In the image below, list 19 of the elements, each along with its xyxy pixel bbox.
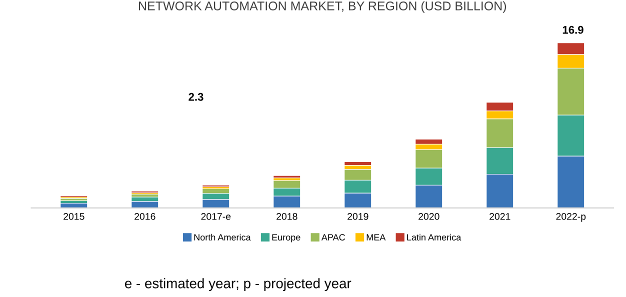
legend-label: MEA xyxy=(366,234,386,240)
text: e - estimated year; p - projected year xyxy=(125,278,352,292)
bar xyxy=(344,161,372,166)
x-tick-label: 2015 xyxy=(64,213,84,220)
legend-label: APAC xyxy=(321,234,345,241)
x-tick-label: 2021 xyxy=(490,213,510,220)
annotation: 2.3 xyxy=(188,92,204,101)
text: 16.9 xyxy=(562,26,584,34)
x-tick-label: 2018 xyxy=(276,213,298,220)
bar xyxy=(273,175,301,178)
x-tick-label: 2019 xyxy=(348,213,368,220)
x-tick-label: 2017-e xyxy=(201,213,231,220)
legend-label: Latin America xyxy=(407,234,462,241)
x-tick-label: 2022-p xyxy=(556,213,586,222)
chart-title: NETWORK AUTOMATION MARKET, BY REGION (USD BILLION) xyxy=(139,1,506,13)
x-tick-label: 2020 xyxy=(418,213,440,220)
x-tick-label: 2016 xyxy=(134,213,156,220)
legend-label: Europe xyxy=(272,234,300,242)
legend-label: North America xyxy=(194,234,251,241)
